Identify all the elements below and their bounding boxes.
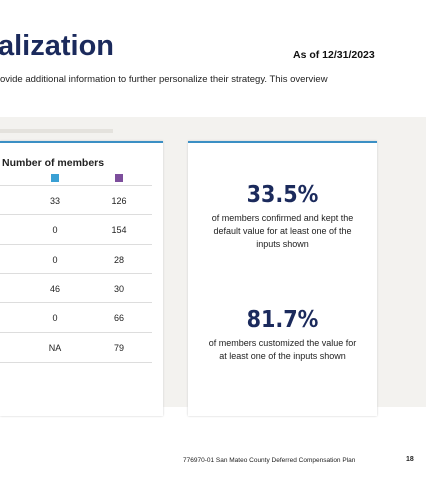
stat-text: of members customized the value for at l… xyxy=(208,338,357,361)
table-row: 0 28 xyxy=(0,243,152,274)
legend-square xyxy=(51,174,59,182)
stats-card xyxy=(188,141,377,416)
as-of-date: As of 12/31/2023 xyxy=(293,49,375,61)
table-cell: NA xyxy=(48,342,62,353)
table-cell: 154 xyxy=(111,225,127,236)
table-cell: 66 xyxy=(113,313,124,324)
table-row: 33 126 xyxy=(0,185,152,215)
footer-text: 776970-01 San Mateo County Deferred Comp… xyxy=(183,457,356,464)
table-row: 46 30 xyxy=(0,272,152,303)
table-cell: 28 xyxy=(113,254,124,265)
shadow-bar xyxy=(0,129,113,133)
page-number: 18 xyxy=(406,456,414,463)
table-cell: 126 xyxy=(111,196,127,206)
table-cell: 30 xyxy=(113,283,124,294)
table-row: 0 154 xyxy=(0,214,152,244)
table-cell: 33 xyxy=(49,196,60,206)
legend-square xyxy=(115,174,123,182)
table-cell: 0 xyxy=(52,254,58,265)
stat-value: 33.5% xyxy=(246,182,319,208)
table-cell: 0 xyxy=(52,313,58,324)
stat-value: 81.7% xyxy=(246,307,319,333)
table-cell: 46 xyxy=(49,283,60,294)
stat-text: of members confirmed and kept the defaul… xyxy=(211,213,354,249)
table-row: 0 66 xyxy=(0,302,152,332)
title: alization xyxy=(0,30,115,62)
table-row: NA 79 xyxy=(0,331,152,363)
table-header: Number of members xyxy=(2,157,105,169)
table-cell: 0 xyxy=(52,225,58,236)
table-card xyxy=(0,141,163,416)
table-cell: 79 xyxy=(113,342,124,353)
subtitle: ovide additional information to further … xyxy=(0,74,328,85)
